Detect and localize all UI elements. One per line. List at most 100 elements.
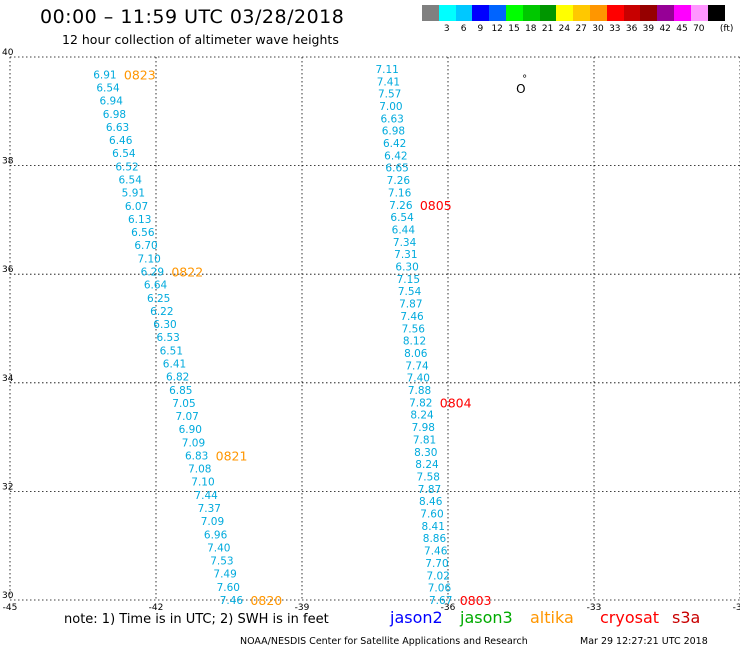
wave-height-value: 7.49 bbox=[213, 569, 236, 581]
pass-time-label: 0820 bbox=[250, 593, 282, 608]
wave-height-value: 6.65 bbox=[385, 163, 408, 175]
wave-height-value: 6.94 bbox=[100, 96, 124, 108]
wave-height-value: 6.82 bbox=[166, 372, 189, 384]
wave-height-value: 8.41 bbox=[422, 521, 445, 533]
wave-height-value: 7.88 bbox=[408, 385, 431, 397]
wave-height-value: 7.15 bbox=[397, 274, 420, 286]
wave-height-value: 6.41 bbox=[163, 358, 186, 370]
wave-height-value: 7.74 bbox=[405, 360, 429, 372]
wave-height-value: 6.54 bbox=[119, 175, 143, 187]
wave-height-value: 7.09 bbox=[182, 437, 205, 449]
wave-height-value: 6.44 bbox=[392, 224, 416, 236]
scale-label: 33 bbox=[609, 24, 621, 34]
y-tick-label: 30 bbox=[2, 591, 14, 601]
wave-height-value: 8.24 bbox=[415, 459, 439, 471]
pass-time-label: 0823 bbox=[124, 67, 156, 82]
x-tick-label: -42 bbox=[149, 603, 164, 613]
wave-height-value: 7.60 bbox=[217, 582, 240, 594]
pass-time-label: 0805 bbox=[420, 198, 452, 213]
satellite-legend-cryosat: cryosat bbox=[600, 608, 660, 627]
wave-height-value: 7.05 bbox=[172, 398, 195, 410]
scale-swatch bbox=[455, 5, 473, 21]
wave-height-value: 7.34 bbox=[393, 237, 417, 249]
wave-height-value: 6.83 bbox=[185, 450, 208, 462]
wave-height-value: 6.51 bbox=[160, 345, 183, 357]
generated-timestamp: Mar 29 12:27:21 UTC 2018 bbox=[580, 636, 708, 647]
satellite-legend-jason3: jason3 bbox=[460, 608, 513, 627]
wave-height-value: 6.98 bbox=[103, 109, 126, 121]
wave-height-value: 7.06 bbox=[428, 583, 452, 595]
scale-label: 9 bbox=[477, 24, 484, 34]
wave-height-value: 7.60 bbox=[420, 509, 443, 521]
map-marker-degree: ° bbox=[522, 74, 527, 85]
y-tick-label: 38 bbox=[2, 157, 14, 167]
map-marker-letter: O bbox=[516, 82, 525, 96]
scale-swatch bbox=[623, 5, 641, 21]
wave-height-value: 8.46 bbox=[419, 496, 443, 508]
scale-label: 12 bbox=[491, 24, 503, 34]
wave-height-value: 6.07 bbox=[125, 201, 148, 213]
satellite-legend-altika: altika bbox=[530, 608, 574, 627]
x-tick-label: -30 bbox=[733, 603, 740, 613]
wave-height-value: 7.82 bbox=[409, 397, 432, 409]
x-tick-label: -45 bbox=[3, 603, 18, 613]
wave-height-value: 6.64 bbox=[144, 280, 168, 292]
scale-label: 27 bbox=[575, 24, 587, 34]
scale-label: 70 bbox=[693, 24, 705, 34]
scale-swatch bbox=[472, 5, 490, 21]
wave-height-value: 7.44 bbox=[194, 490, 218, 502]
wave-height-value: 6.70 bbox=[134, 240, 157, 252]
wave-height-value: 6.56 bbox=[131, 227, 155, 239]
wave-height-value: 7.37 bbox=[198, 503, 221, 515]
scale-swatch bbox=[590, 5, 608, 21]
x-tick-label: -36 bbox=[441, 603, 456, 613]
wave-height-value: 7.10 bbox=[191, 477, 214, 489]
scale-swatch bbox=[690, 5, 709, 21]
wave-height-value: 6.52 bbox=[115, 161, 138, 173]
wave-height-value: 7.46 bbox=[424, 546, 448, 558]
y-tick-label: 34 bbox=[2, 374, 14, 384]
wave-height-value: 7.57 bbox=[378, 89, 401, 101]
wave-height-value: 7.11 bbox=[375, 64, 398, 76]
wave-height-value: 6.22 bbox=[150, 306, 173, 318]
wave-height-value: 6.30 bbox=[153, 319, 176, 331]
wave-height-value: 7.70 bbox=[425, 558, 448, 570]
scale-label: 45 bbox=[676, 24, 688, 34]
wave-height-value: 7.26 bbox=[389, 200, 413, 212]
wave-height-value: 5.91 bbox=[122, 188, 145, 200]
wave-height-value: 6.54 bbox=[96, 83, 120, 95]
scale-label: 30 bbox=[592, 24, 604, 34]
scale-swatch bbox=[522, 5, 541, 21]
wave-height-value: 7.67 bbox=[429, 595, 452, 607]
page-title: 00:00 – 11:59 UTC 03/28/2018 bbox=[40, 6, 345, 28]
wave-height-value: 7.31 bbox=[394, 249, 417, 261]
wave-height-value: 6.90 bbox=[179, 424, 202, 436]
satellite-legend-jason2: jason2 bbox=[390, 608, 443, 627]
wave-height-value: 6.98 bbox=[382, 126, 405, 138]
scale-swatch bbox=[657, 5, 675, 21]
wave-height-value: 7.87 bbox=[418, 484, 441, 496]
wave-height-value: 7.46 bbox=[400, 311, 424, 323]
wave-height-value: 6.63 bbox=[380, 113, 403, 125]
wave-height-value: 6.42 bbox=[383, 138, 406, 150]
wave-height-value: 7.87 bbox=[399, 299, 422, 311]
pass-time-label: 0821 bbox=[216, 448, 248, 463]
scale-swatch bbox=[539, 5, 557, 21]
x-tick-label: -39 bbox=[295, 603, 310, 613]
scale-swatch bbox=[438, 5, 457, 21]
wave-height-value: 7.98 bbox=[412, 422, 435, 434]
wave-height-value: 7.56 bbox=[402, 323, 426, 335]
scale-label: 6 bbox=[460, 24, 467, 34]
scale-swatch bbox=[573, 5, 591, 21]
wave-height-value: 7.41 bbox=[377, 76, 400, 88]
pass-time-label: 0822 bbox=[171, 264, 203, 279]
wave-height-value: 7.54 bbox=[398, 286, 422, 298]
pass-time-label: 0803 bbox=[460, 593, 492, 608]
wave-height-value: 7.00 bbox=[379, 101, 402, 113]
wave-height-value: 7.53 bbox=[210, 556, 233, 568]
wave-height-value: 6.53 bbox=[156, 332, 179, 344]
wave-height-value: 7.40 bbox=[207, 542, 230, 554]
wave-height-value: 7.08 bbox=[188, 464, 211, 476]
y-tick-label: 36 bbox=[2, 265, 14, 275]
satellite-legend-s3a: s3a bbox=[672, 608, 701, 627]
